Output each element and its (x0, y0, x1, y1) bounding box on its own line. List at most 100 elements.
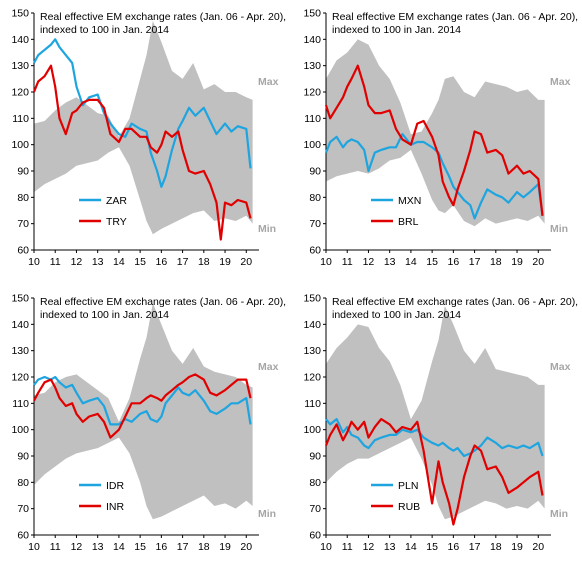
y-tick-label: 120 (11, 372, 29, 384)
y-tick-label: 60 (309, 245, 321, 257)
y-tick-label: 70 (17, 218, 29, 230)
y-tick-label: 90 (17, 166, 29, 178)
chart-panel-1: 60 70 80 90 100 110 120 130 140 150 10 11 12 13 14 15 16… (11, 8, 286, 269)
y-tick-label: 120 (11, 87, 29, 99)
x-tick-label: 10 (28, 256, 40, 268)
series-line-zar (33, 38, 252, 188)
y-tick-label: 100 (11, 424, 29, 436)
x-tick-label: 13 (92, 256, 104, 268)
x-tick-label: 17 (177, 541, 189, 553)
legend-label-try: TRY (106, 216, 127, 228)
y-tick-label: 80 (309, 477, 321, 489)
x-tick-label: 17 (469, 541, 481, 553)
min-max-band (34, 20, 253, 235)
y-tick-label: 150 (303, 293, 321, 305)
series-line-inr (33, 373, 252, 439)
series-line-pln (325, 418, 544, 458)
x-tick-label: 20 (532, 256, 544, 268)
x-tick-label: 19 (219, 541, 231, 553)
series-line-brl (324, 64, 544, 216)
y-tick-label: 130 (11, 60, 29, 72)
y-tick-label: 110 (304, 113, 321, 125)
min-max-band (326, 305, 545, 520)
band-min-label: Min (258, 223, 276, 235)
x-tick-label: 20 (532, 541, 544, 553)
min-max-band (34, 303, 253, 520)
y-tick-label: 70 (309, 503, 321, 515)
x-tick-label: 10 (28, 541, 40, 553)
y-tick-label: 60 (309, 530, 321, 542)
chart-title: Real effective EM exchange rates (Jan. 0… (332, 296, 578, 308)
band-max-label: Max (550, 361, 571, 373)
y-tick-label: 90 (309, 451, 321, 463)
x-tick-label: 20 (240, 256, 252, 268)
x-tick-label: 19 (511, 256, 523, 268)
band-min-label: Min (550, 508, 568, 520)
x-tick-label: 13 (92, 541, 104, 553)
y-tick-label: 60 (17, 245, 29, 257)
band-max-label: Max (550, 76, 571, 88)
x-tick-label: 19 (219, 256, 231, 268)
series-line-idr (33, 375, 252, 426)
chart-subtitle: indexed to 100 in Jan. 2014 (40, 309, 169, 321)
series-line-mxn (324, 133, 544, 220)
chart-title: Real effective EM exchange rates (Jan. 0… (40, 11, 286, 23)
band-min-label: Min (550, 223, 568, 235)
x-tick-label: 20 (240, 541, 252, 553)
chart-subtitle: indexed to 100 in Jan. 2014 (332, 24, 461, 36)
y-tick-label: 140 (303, 34, 321, 46)
y-tick-label: 140 (11, 34, 29, 46)
y-tick-label: 110 (304, 398, 321, 410)
band-min-label: Min (258, 508, 276, 520)
y-tick-label: 140 (303, 319, 321, 331)
x-tick-label: 15 (134, 541, 146, 553)
x-tick-label: 16 (448, 541, 460, 553)
x-tick-label: 12 (71, 541, 83, 553)
x-tick-label: 14 (113, 541, 125, 553)
x-tick-label: 18 (490, 541, 502, 553)
y-tick-label: 60 (17, 530, 29, 542)
x-tick-label: 10 (320, 256, 332, 268)
x-tick-label: 14 (405, 541, 417, 553)
x-tick-label: 16 (156, 541, 168, 553)
legend-label-zar: ZAR (106, 195, 127, 207)
y-tick-label: 110 (12, 113, 29, 125)
x-tick-label: 12 (71, 256, 83, 268)
chart-title: Real effective EM exchange rates (Jan. 0… (332, 11, 578, 23)
x-tick-label: 18 (198, 541, 210, 553)
chart-subtitle: indexed to 100 in Jan. 2014 (332, 309, 461, 321)
x-tick-label: 19 (511, 541, 523, 553)
legend-label-mxn: MXN (398, 195, 421, 207)
y-tick-label: 90 (17, 451, 29, 463)
chart-title: Real effective EM exchange rates (Jan. 0… (40, 296, 286, 308)
y-tick-label: 130 (11, 345, 29, 357)
x-tick-label: 15 (426, 256, 438, 268)
series-line-rub (324, 418, 544, 526)
legend-label-idr: IDR (106, 480, 125, 492)
x-tick-label: 13 (384, 541, 396, 553)
y-tick-label: 120 (303, 87, 321, 99)
x-tick-label: 13 (384, 256, 396, 268)
y-tick-label: 80 (309, 192, 321, 204)
legend-label-brl: BRL (398, 216, 419, 228)
y-tick-label: 80 (17, 477, 29, 489)
x-tick-label: 16 (448, 256, 460, 268)
x-tick-label: 11 (50, 541, 61, 553)
x-tick-label: 18 (198, 256, 210, 268)
y-tick-label: 130 (303, 345, 321, 357)
y-tick-label: 100 (11, 139, 29, 151)
x-tick-label: 17 (469, 256, 481, 268)
y-tick-label: 150 (11, 8, 29, 20)
y-tick-label: 150 (303, 8, 321, 20)
legend-label-pln: PLN (398, 480, 418, 492)
x-tick-label: 16 (156, 256, 168, 268)
band-max-label: Max (258, 76, 279, 88)
y-tick-label: 70 (309, 218, 321, 230)
chart-panel-3: 60 70 80 90 100 110 120 130 140 150 10 11 12 13 14 15 16… (11, 293, 286, 554)
chart-panel-4: 60 70 80 90 100 110 120 130 140 150 10 11 12 13 14 15 16… (303, 293, 578, 554)
y-tick-label: 120 (303, 372, 321, 384)
x-tick-label: 12 (363, 256, 375, 268)
x-tick-label: 11 (342, 541, 353, 553)
x-tick-label: 14 (113, 256, 125, 268)
